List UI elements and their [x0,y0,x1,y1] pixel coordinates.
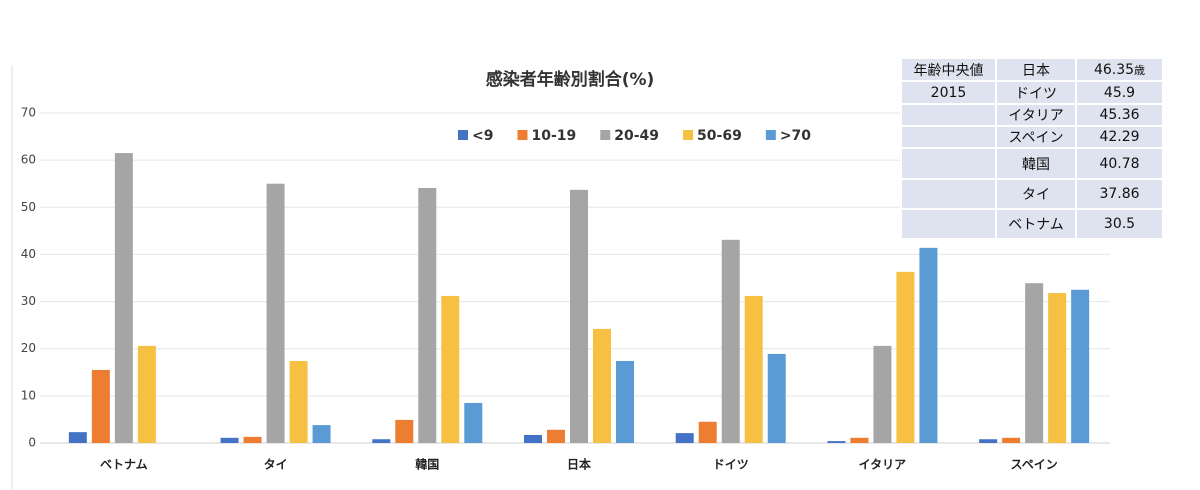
bar [767,353,786,443]
median-age: 42.29 [1075,125,1164,149]
y-tick-label: 10 [21,388,36,402]
legend-label: 50-69 [697,128,742,144]
legend-swatch [517,130,528,140]
bar [68,432,87,443]
legend-label: 10-19 [531,128,576,144]
bar [850,437,869,443]
y-tick-label: 50 [21,200,36,214]
median-age: 46.35歳 [1075,57,1164,82]
bar [441,295,460,443]
median-age: 37.86 [1075,178,1164,210]
bar [979,439,998,443]
y-tick-label: 60 [21,153,36,167]
country: スペイン [995,125,1077,149]
median-age-table: 年齢中央値 日本 46.35歳 2015 ドイツ 45.9 イタリア 45.36 スペイン… [900,57,1164,240]
cell [900,178,997,210]
bar [547,429,565,443]
bar [464,402,483,443]
bar [220,437,239,443]
country: 韓国 [995,147,1077,180]
country: 日本 [995,57,1077,82]
bar [616,360,634,443]
y-tick-label: 0 [28,436,36,450]
bar [137,345,156,443]
bar [1025,283,1044,443]
bar [1071,289,1090,443]
country: ドイツ [995,80,1077,105]
bar [896,271,915,443]
x-tick-label: イタリア [859,458,907,472]
cell [900,103,997,127]
y-tick-label: 70 [21,106,36,120]
cell [900,208,997,240]
x-tick-label: ドイツ [713,458,749,472]
bar [91,369,110,443]
median-age: 45.9 [1075,80,1164,105]
bar [827,441,846,443]
bar [873,345,892,443]
legend-label: <9 [472,128,493,144]
y-tick-label: 20 [21,341,36,355]
y-tick-label: 40 [21,247,36,261]
legend-label: >70 [780,128,811,144]
legend-swatch [458,130,468,140]
bar [698,421,717,443]
bar [243,436,262,443]
bar [418,187,437,443]
bar [289,360,308,443]
median-age: 45.36 [1075,103,1164,127]
chart-title: 感染者年齢別割合(%) [486,69,655,90]
median-age: 30.5 [1075,208,1164,240]
bar [114,153,133,444]
x-tick-label: 韓国 [415,457,439,472]
bar [395,419,414,443]
bar [675,433,694,443]
bar [570,189,588,443]
unit: 歳 [1134,63,1146,77]
x-tick-label: ベトナム [100,458,148,472]
bar [1002,437,1021,443]
legend-swatch [683,130,694,140]
cell [900,125,997,149]
bar [744,295,763,443]
legend-swatch [765,130,776,140]
bar [312,425,331,443]
country: ベトナム [995,208,1077,240]
table-year: 2015 [900,80,997,105]
country: イタリア [995,103,1077,127]
bar [1048,293,1067,443]
cell [900,147,997,180]
legend-label: 20-49 [614,128,659,144]
country: タイ [995,178,1077,210]
bar [919,247,938,443]
x-tick-label: 日本 [567,457,591,472]
y-tick-label: 30 [21,294,36,308]
x-tick-label: スペイン [1011,458,1058,472]
median-age-value: 46.35 [1093,61,1135,78]
table-label: 年齢中央値 [900,57,997,82]
bar [266,183,285,443]
bar [372,439,391,443]
bar [593,328,611,443]
bar [524,434,542,443]
bar [721,239,740,443]
x-tick-label: タイ [264,458,288,472]
median-age: 40.78 [1075,147,1164,180]
legend-swatch [600,130,611,140]
